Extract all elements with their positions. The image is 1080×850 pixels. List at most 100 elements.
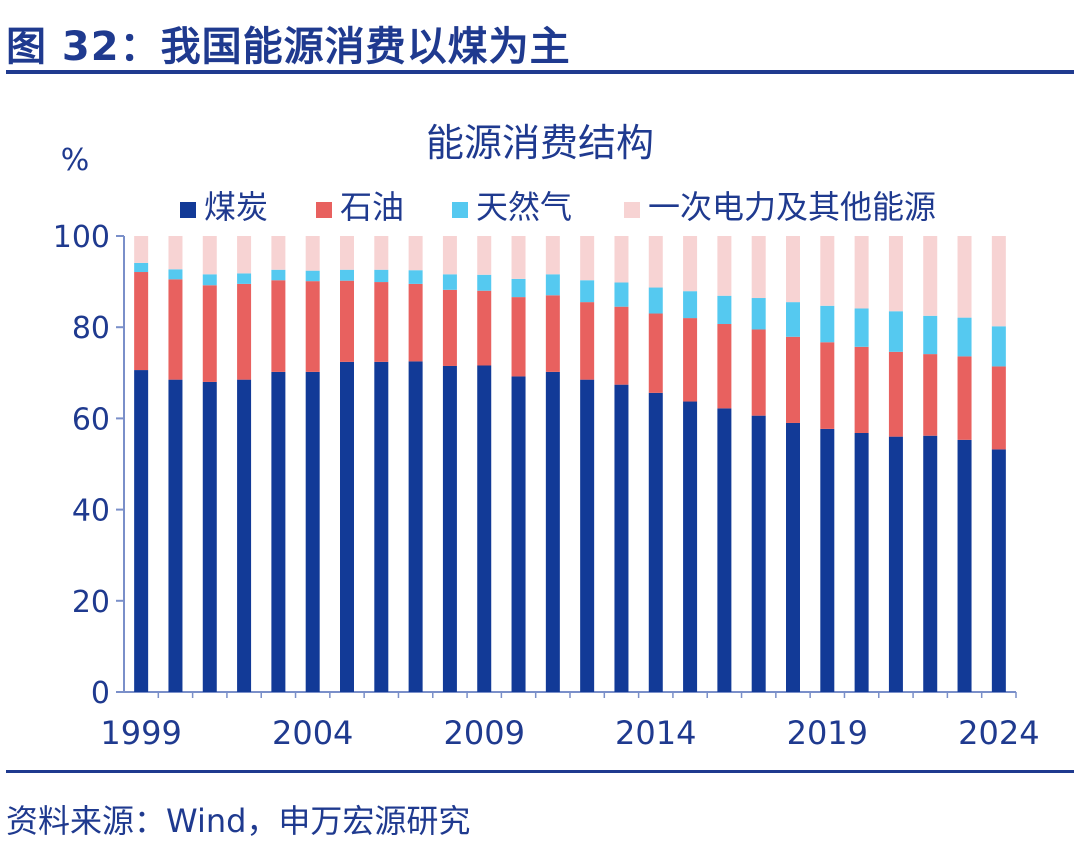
bar-other-2010 xyxy=(511,236,526,279)
y-tick-label: 60 xyxy=(72,402,110,437)
y-tick-label: 0 xyxy=(91,676,110,711)
legend-label-other: 一次电力及其他能源 xyxy=(648,188,936,226)
bar-other-2024 xyxy=(991,236,1006,327)
bar-other-2004 xyxy=(305,236,320,271)
bar-other-2017 xyxy=(751,236,766,299)
bars xyxy=(134,236,1006,692)
bar-gas-2014 xyxy=(648,287,663,314)
bar-other-2023 xyxy=(957,236,972,318)
bar-coal-2016 xyxy=(717,408,732,692)
stacked-bar-chart: 能源消费结构 % 煤炭 石油 天然气 一次电力及其他能源 0 20 40 60 80 100 19… xyxy=(53,121,1040,752)
y-tick-label: 20 xyxy=(72,585,110,620)
bar-coal-2004 xyxy=(305,371,320,692)
axes: 0 20 40 60 80 100 1999 2004 2009 2014 2019 2024 xyxy=(53,220,1040,752)
bar-gas-2015 xyxy=(683,291,698,319)
bar-oil-2000 xyxy=(168,279,183,380)
bar-gas-2001 xyxy=(202,274,217,286)
top-rule xyxy=(6,70,1074,74)
bar-oil-2015 xyxy=(683,318,698,402)
bar-oil-2024 xyxy=(991,366,1006,450)
x-tick-label: 1999 xyxy=(100,714,181,752)
bar-other-2008 xyxy=(442,236,457,275)
bar-oil-2021 xyxy=(888,351,903,437)
bar-oil-2014 xyxy=(648,313,663,393)
y-tick-label: 40 xyxy=(72,494,110,529)
x-tick-label: 2009 xyxy=(444,714,525,752)
bar-gas-2018 xyxy=(786,302,800,337)
bar-oil-2009 xyxy=(477,290,492,366)
bottom-rule xyxy=(6,770,1074,773)
y-tick-label: 100 xyxy=(53,220,110,255)
bar-gas-2012 xyxy=(580,280,595,303)
bar-gas-2008 xyxy=(442,274,457,290)
bar-gas-2020 xyxy=(854,308,869,347)
bar-oil-2002 xyxy=(237,283,252,380)
bar-oil-2020 xyxy=(854,346,869,433)
bar-coal-2001 xyxy=(202,381,217,692)
bar-other-2000 xyxy=(168,236,183,270)
bar-other-2015 xyxy=(683,236,698,292)
bar-oil-2019 xyxy=(820,342,835,429)
bar-coal-2002 xyxy=(237,379,252,692)
bar-oil-2011 xyxy=(545,295,560,372)
bar-coal-2013 xyxy=(614,384,629,692)
bar-gas-2010 xyxy=(511,278,526,298)
bar-gas-2011 xyxy=(545,274,560,296)
bar-oil-2017 xyxy=(751,329,766,416)
bar-oil-2001 xyxy=(202,285,217,382)
bar-gas-2005 xyxy=(340,269,354,281)
bar-gas-2022 xyxy=(923,315,938,355)
bar-other-2012 xyxy=(580,236,595,281)
bar-coal-2005 xyxy=(340,361,354,692)
bar-other-1999 xyxy=(134,236,149,263)
bar-gas-2021 xyxy=(888,311,903,352)
bar-oil-1999 xyxy=(134,272,149,371)
bar-other-2007 xyxy=(408,236,423,271)
bar-oil-2023 xyxy=(957,356,972,440)
bar-coal-2010 xyxy=(511,376,526,692)
bar-oil-2004 xyxy=(305,281,320,372)
bar-other-2002 xyxy=(237,236,252,274)
y-tick-label: 80 xyxy=(72,311,110,346)
legend-swatch-coal xyxy=(180,202,196,218)
bar-oil-2013 xyxy=(614,306,629,385)
legend-label-coal: 煤炭 xyxy=(204,188,268,226)
x-tick-label: 2014 xyxy=(615,714,696,752)
bar-other-2021 xyxy=(888,236,903,312)
legend-swatch-oil xyxy=(316,202,332,218)
bar-coal-2009 xyxy=(477,365,492,692)
x-tick-label: 2004 xyxy=(272,714,353,752)
legend: 煤炭 石油 天然气 一次电力及其他能源 xyxy=(180,188,936,226)
bar-other-2003 xyxy=(271,236,286,270)
figure-title: 图 32：我国能源消费以煤为主 xyxy=(6,24,571,70)
bar-gas-2023 xyxy=(957,317,972,357)
bar-other-2020 xyxy=(854,236,869,309)
bar-coal-1999 xyxy=(134,370,149,692)
bar-gas-2006 xyxy=(374,269,389,283)
chart-title: 能源消费结构 xyxy=(426,121,654,165)
bar-coal-2019 xyxy=(820,428,835,692)
bar-other-2016 xyxy=(717,236,732,296)
bar-coal-2000 xyxy=(168,379,183,692)
bar-oil-2016 xyxy=(717,324,732,409)
bar-coal-2015 xyxy=(683,401,698,692)
bar-coal-2011 xyxy=(545,371,560,692)
bar-oil-2012 xyxy=(580,302,595,380)
bar-other-2006 xyxy=(374,236,389,270)
legend-swatch-other xyxy=(624,202,640,218)
bar-other-2011 xyxy=(545,236,560,275)
bar-coal-2024 xyxy=(991,449,1006,692)
bar-oil-2008 xyxy=(442,289,457,366)
bar-gas-2016 xyxy=(717,295,732,325)
bar-other-2013 xyxy=(614,236,629,283)
bar-oil-2006 xyxy=(374,282,389,362)
bar-oil-2022 xyxy=(923,354,938,436)
bar-gas-2000 xyxy=(168,269,183,280)
bar-coal-2018 xyxy=(786,422,800,692)
bar-oil-2018 xyxy=(786,336,800,423)
bar-coal-2003 xyxy=(271,371,286,692)
bar-coal-2017 xyxy=(751,415,766,692)
bar-other-2001 xyxy=(202,236,217,275)
bar-other-2009 xyxy=(477,236,492,275)
bar-coal-2006 xyxy=(374,361,389,692)
